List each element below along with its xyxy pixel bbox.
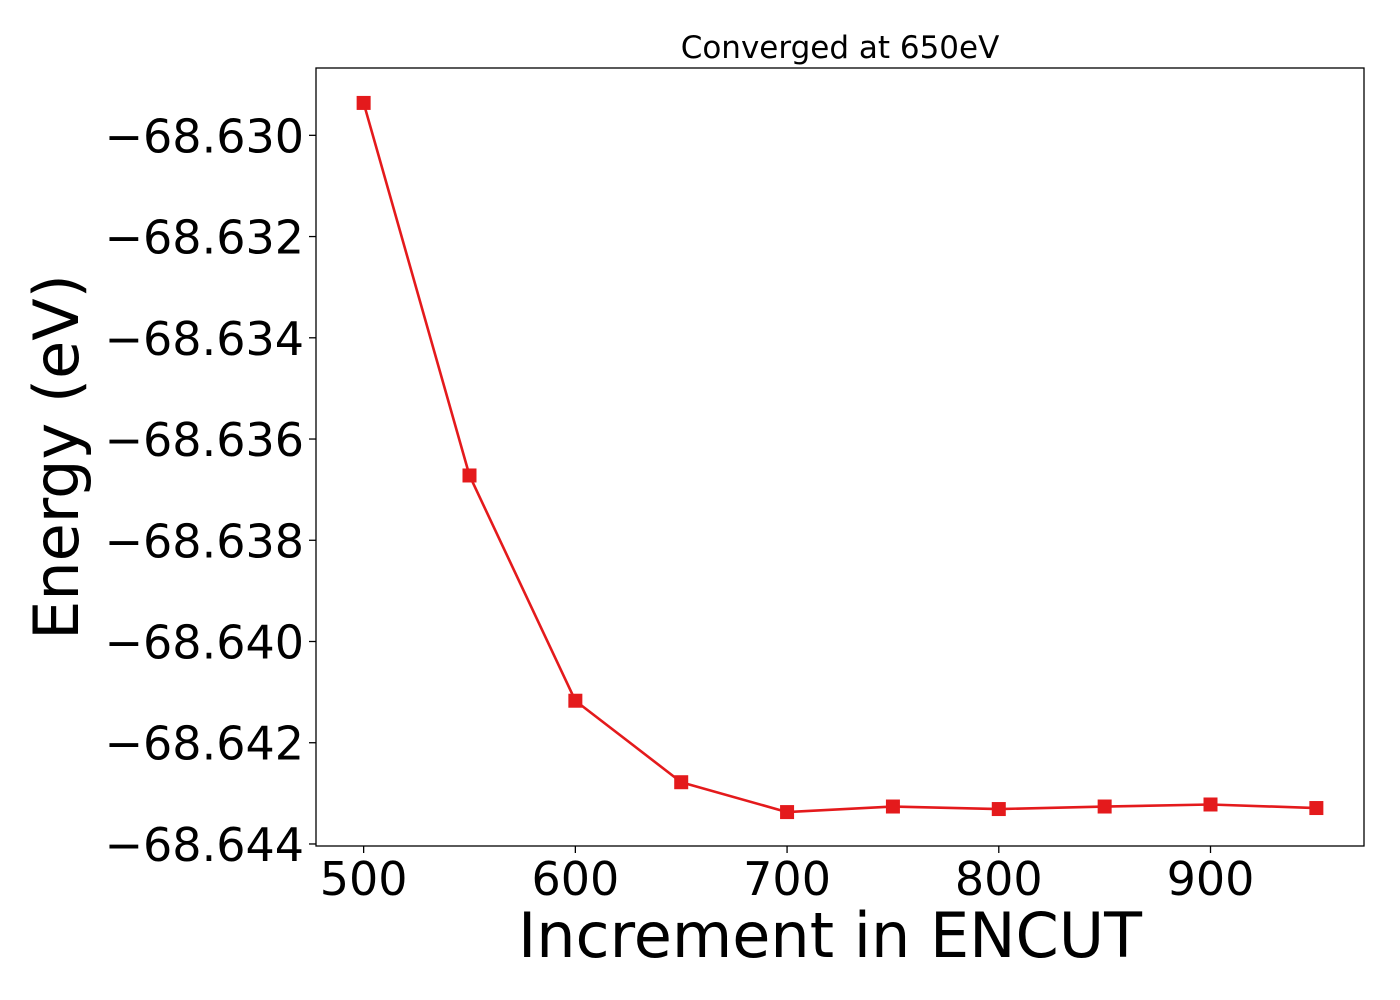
series-line <box>362 102 1317 814</box>
data-point-marker <box>356 95 371 110</box>
data-point-marker <box>674 775 689 790</box>
x-tick-label: 700 <box>743 852 831 906</box>
y-tick-label: −68.634 <box>105 312 305 366</box>
y-tick-label: −68.640 <box>105 616 305 670</box>
data-point-marker <box>780 805 795 820</box>
y-axis-ticks: −68.630 −68.632 −68.634 −68.636 −68.638 −68.6… <box>105 109 316 872</box>
data-point-marker <box>1097 799 1112 814</box>
data-point-marker <box>885 799 900 814</box>
x-tick-label: 600 <box>531 852 619 906</box>
y-tick-label: −68.636 <box>105 413 305 467</box>
plot-frame <box>315 67 1365 847</box>
y-axis-label: Energy (eV) <box>20 274 93 640</box>
data-point-marker <box>568 693 583 708</box>
y-tick-label: −68.630 <box>105 109 305 163</box>
y-tick-label: −68.642 <box>105 717 305 771</box>
series-layer <box>356 95 1324 820</box>
data-point-marker <box>1309 801 1324 816</box>
y-tick-label: −68.638 <box>105 514 305 568</box>
x-tick-label: 900 <box>1167 852 1255 906</box>
plot-area: 500 600 700 800 900 −68.630−68.632−68.634−68… <box>105 67 1365 906</box>
x-axis-ticks: 500 600 700 800 900 <box>320 846 1255 906</box>
y-tick-label: −68.632 <box>105 211 305 265</box>
x-axis-label: Increment in ENCUT <box>518 899 1143 972</box>
data-point-marker <box>991 802 1006 817</box>
chart-title: Converged at 650eV <box>681 30 1000 66</box>
x-tick-label: 500 <box>320 852 408 906</box>
x-tick-label: 800 <box>955 852 1043 906</box>
y-tick-label: −68.644 <box>105 818 305 872</box>
data-point-marker <box>1203 797 1218 812</box>
data-point-marker <box>462 468 477 483</box>
